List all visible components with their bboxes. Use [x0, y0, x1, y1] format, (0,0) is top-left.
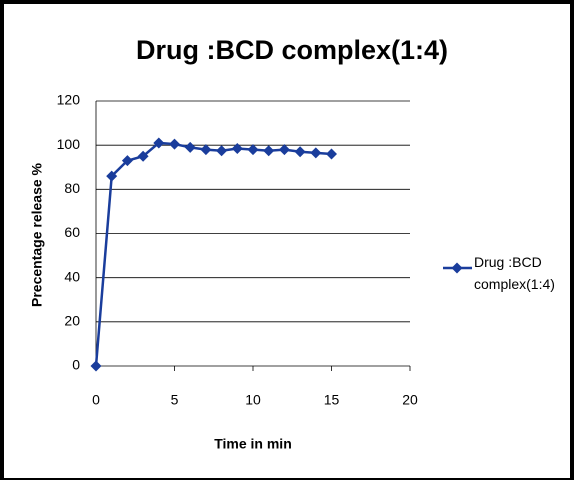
data-point: [90, 360, 102, 372]
x-tick-label: 15: [324, 392, 340, 408]
x-tick-label: 20: [402, 392, 418, 408]
y-tick-label: 0: [72, 357, 80, 373]
y-tick-label: 60: [64, 224, 80, 240]
data-point: [137, 150, 149, 162]
data-point: [231, 142, 243, 154]
legend-label: Drug :BCD complex(1:4): [474, 254, 555, 292]
data-point: [169, 138, 180, 150]
data-point: [326, 148, 337, 160]
data-point: [263, 145, 275, 157]
y-tick-label: 80: [64, 180, 80, 196]
data-point: [310, 147, 322, 159]
data-point: [153, 137, 165, 149]
chart-title: Drug :BCD complex(1:4): [136, 35, 448, 65]
y-axis-label: Precentage release %: [29, 162, 45, 307]
x-tick-label: 5: [171, 392, 179, 408]
legend-marker: [451, 262, 463, 274]
data-point: [216, 145, 228, 157]
x-tick-label: 0: [92, 392, 100, 408]
y-tick-label: 40: [64, 268, 80, 284]
data-point: [200, 144, 212, 156]
data-point: [247, 144, 259, 156]
data-point: [121, 155, 133, 167]
x-tick-label: 10: [245, 392, 261, 408]
y-tick-label: 20: [64, 313, 80, 329]
data-point: [278, 144, 290, 156]
series-line: [94, 141, 332, 367]
x-axis-label: Time in min: [214, 436, 292, 452]
data-point: [106, 170, 118, 182]
y-tick-label: 100: [57, 136, 81, 152]
data-point: [184, 141, 196, 153]
data-point: [294, 146, 306, 158]
y-tick-label: 120: [57, 92, 81, 108]
